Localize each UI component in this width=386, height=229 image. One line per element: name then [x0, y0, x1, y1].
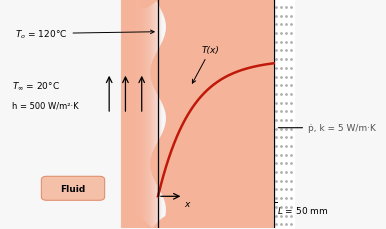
- Text: $x$: $x$: [184, 199, 192, 208]
- FancyBboxPatch shape: [41, 177, 105, 200]
- Polygon shape: [133, 215, 274, 228]
- Text: $L$ = 50 mm: $L$ = 50 mm: [277, 204, 329, 215]
- Text: $T_o$ = 120°C: $T_o$ = 120°C: [15, 28, 154, 41]
- Text: Fluid: Fluid: [60, 184, 86, 193]
- Text: ṗ, k = 5 W/m·K: ṗ, k = 5 W/m·K: [278, 124, 376, 133]
- Polygon shape: [140, 1, 274, 10]
- Polygon shape: [150, 1, 274, 228]
- Text: $T_\infty$ = 20°C: $T_\infty$ = 20°C: [12, 80, 59, 92]
- Text: h = 500 W/m²·K: h = 500 W/m²·K: [12, 101, 78, 110]
- Text: T(x): T(x): [192, 46, 219, 84]
